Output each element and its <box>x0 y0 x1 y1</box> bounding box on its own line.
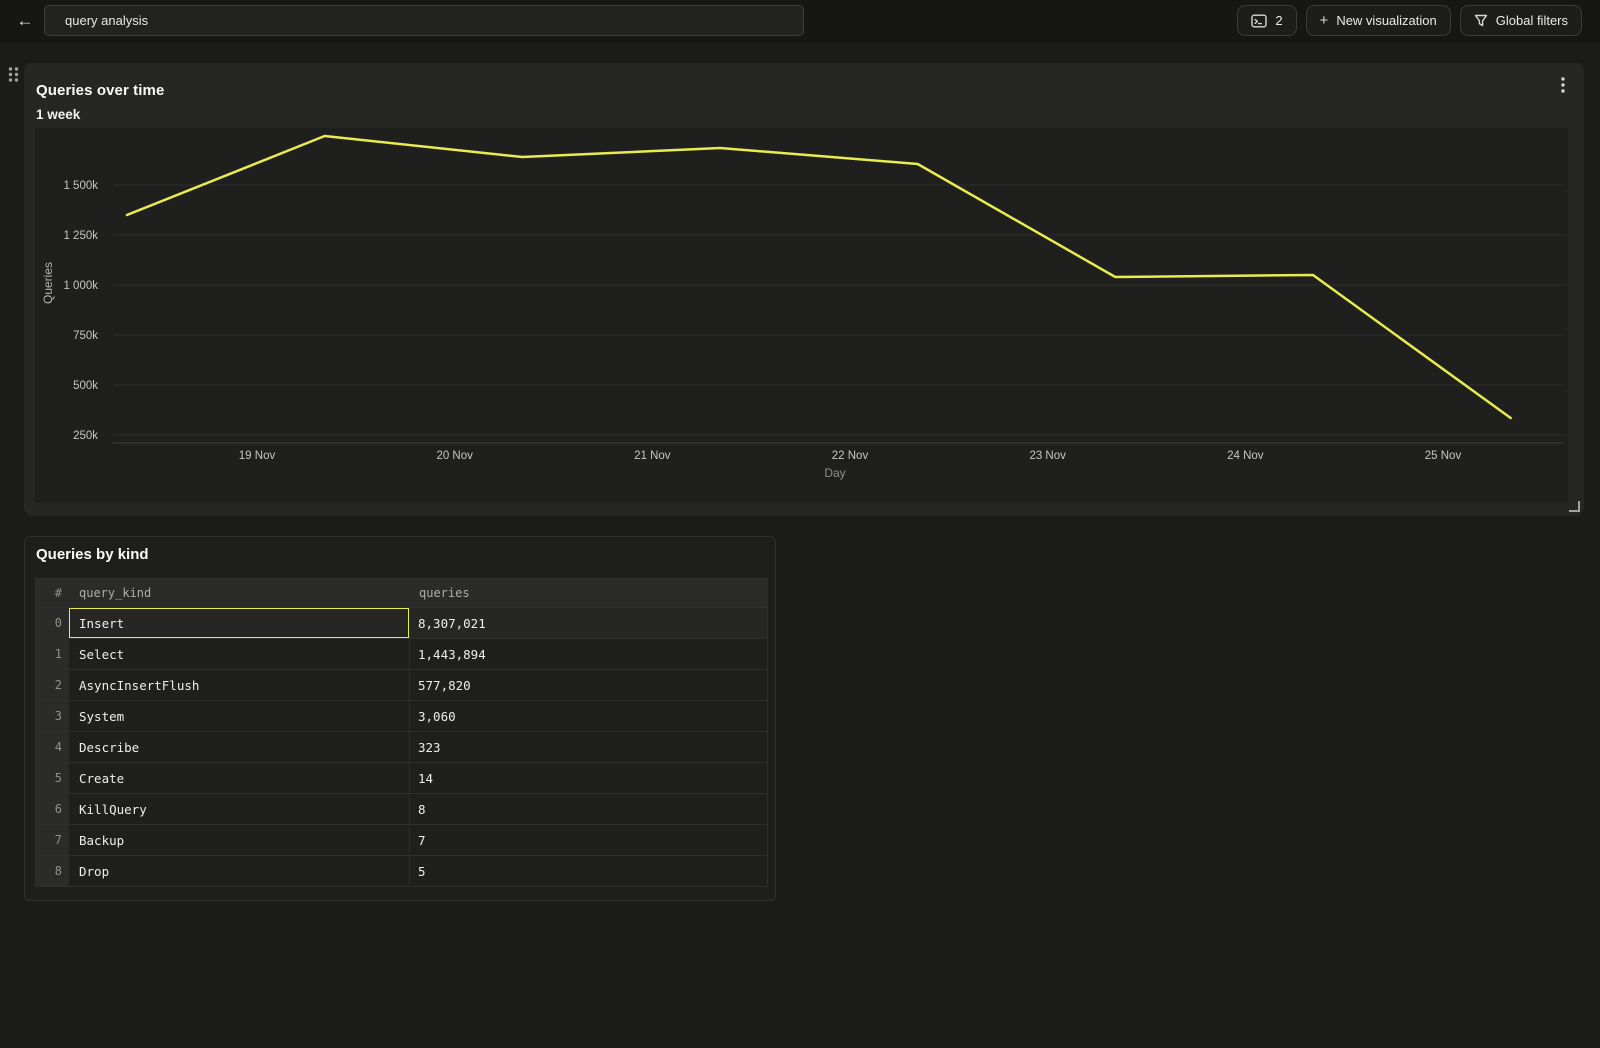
queries-value-cell[interactable]: 323 <box>409 732 769 762</box>
y-tick-label: 500k <box>73 380 98 392</box>
back-button[interactable]: ← <box>12 8 38 34</box>
queries-over-time-card: Queries over time 1 week 1 500k 1 250k 1 0… <box>24 63 1584 516</box>
query-kind-cell[interactable]: AsyncInsertFlush <box>79 677 200 693</box>
widget-drag-handle-icon[interactable] <box>7 66 20 88</box>
x-tick-label: 21 Nov <box>634 450 671 462</box>
x-tick-label: 25 Nov <box>1425 450 1462 462</box>
query-kind-cell[interactable]: Describe <box>79 739 140 755</box>
sql-console-icon <box>1251 14 1268 28</box>
query-kind-cell[interactable]: Insert <box>69 608 409 638</box>
y-tick-label: 1 000k <box>63 280 98 292</box>
queries-value-cell[interactable]: 1,443,894 <box>409 639 769 669</box>
table-header-row: # query_kind queries <box>36 579 767 608</box>
query-kind-cell[interactable]: Select <box>79 646 125 662</box>
line-chart-plot-area[interactable]: 1 500k 1 250k 1 000k 750k 500k 250k 19 Nov 20 N… <box>35 128 1568 503</box>
new-visualization-label: New visualization <box>1336 13 1437 28</box>
x-tick-label: 23 Nov <box>1029 450 1066 462</box>
queries-line-chart: 1 500k 1 250k 1 000k 750k 500k 250k 19 Nov 20 N… <box>41 134 1563 480</box>
queries-value-cell[interactable]: 5 <box>409 856 769 886</box>
queries-value-cell[interactable]: 7 <box>409 825 769 855</box>
chart-subtitle: 1 week <box>36 107 81 122</box>
global-filters-label: Global filters <box>1495 13 1568 28</box>
queries-value-cell[interactable]: 14 <box>409 763 769 793</box>
query-kind-cell[interactable]: Create <box>79 770 125 786</box>
kebab-menu-icon <box>1561 76 1565 96</box>
queries-by-kind-table: # query_kind queries 0 Insert 8,307,021 1 Se… <box>35 578 768 887</box>
new-visualization-button[interactable]: + New visualization <box>1305 5 1451 36</box>
topbar-actions: 2 + New visualization Global filters <box>1237 5 1582 36</box>
query-kind-cell[interactable]: Drop <box>79 863 110 879</box>
console-queries-count: 2 <box>1275 13 1283 28</box>
topbar: ← 2 + New visualization Global fil <box>0 0 1600 42</box>
row-index-cell[interactable]: 5 <box>36 763 69 793</box>
header-query-kind-cell[interactable]: query_kind <box>79 586 152 600</box>
row-index-cell[interactable]: 1 <box>36 639 69 669</box>
y-tick-label: 250k <box>73 430 98 442</box>
row-index-cell[interactable]: 7 <box>36 825 69 855</box>
dashboard-title-input[interactable] <box>44 5 804 36</box>
row-index-cell[interactable]: 4 <box>36 732 69 762</box>
header-index-cell: # <box>36 579 69 607</box>
back-arrow-icon: ← <box>16 10 34 30</box>
header-queries-cell[interactable]: queries <box>419 586 470 600</box>
y-tick-label: 1 500k <box>63 180 98 192</box>
x-tick-label: 20 Nov <box>436 450 473 462</box>
query-kind-cell[interactable]: Backup <box>79 832 125 848</box>
table-row: 3 System 3,060 <box>36 701 767 732</box>
y-tick-label: 1 250k <box>63 230 98 242</box>
global-filters-button[interactable]: Global filters <box>1459 5 1582 36</box>
table-row: 2 AsyncInsertFlush 577,820 <box>36 670 767 701</box>
queries-value-cell[interactable]: 8,307,021 <box>409 608 769 638</box>
table-row: 6 KillQuery 8 <box>36 794 767 825</box>
query-kind-cell[interactable]: System <box>79 708 125 724</box>
filter-funnel-icon <box>1474 14 1488 28</box>
chart-title: Queries over time <box>36 82 165 99</box>
table-row: 1 Select 1,443,894 <box>36 639 767 670</box>
table-title: Queries by kind <box>36 546 149 563</box>
row-index-cell[interactable]: 6 <box>36 794 69 824</box>
plus-icon: + <box>1319 12 1329 29</box>
queries-by-kind-card: Queries by kind # query_kind queries 0 In… <box>24 536 776 901</box>
query-kind-cell[interactable]: KillQuery <box>79 801 147 817</box>
table-row: 5 Create 14 <box>36 763 767 794</box>
y-axis-title: Queries <box>41 262 55 304</box>
table-row: 0 Insert 8,307,021 <box>36 608 767 639</box>
row-index-cell[interactable]: 2 <box>36 670 69 700</box>
queries-series-line <box>125 134 1512 420</box>
x-tick-label: 24 Nov <box>1227 450 1264 462</box>
x-tick-label: 19 Nov <box>239 450 276 462</box>
row-index-cell[interactable]: 0 <box>36 608 69 638</box>
widget-resize-handle[interactable] <box>1569 501 1580 512</box>
table-row: 7 Backup 7 <box>36 825 767 856</box>
table-row: 4 Describe 323 <box>36 732 767 763</box>
row-index-cell[interactable]: 8 <box>36 856 69 886</box>
chart-menu-button[interactable] <box>1550 73 1576 99</box>
queries-value-cell[interactable]: 3,060 <box>409 701 769 731</box>
x-tick-label: 22 Nov <box>832 450 869 462</box>
row-index-cell[interactable]: 3 <box>36 701 69 731</box>
table-row: 8 Drop 5 <box>36 856 767 887</box>
console-queries-button[interactable]: 2 <box>1237 5 1297 36</box>
y-tick-label: 750k <box>73 330 98 342</box>
x-axis-title: Day <box>824 466 845 480</box>
queries-value-cell[interactable]: 8 <box>409 794 769 824</box>
table-body: 0 Insert 8,307,021 1 Select 1,443,894 2 AsyncIn… <box>36 608 767 887</box>
queries-value-cell[interactable]: 577,820 <box>409 670 769 700</box>
